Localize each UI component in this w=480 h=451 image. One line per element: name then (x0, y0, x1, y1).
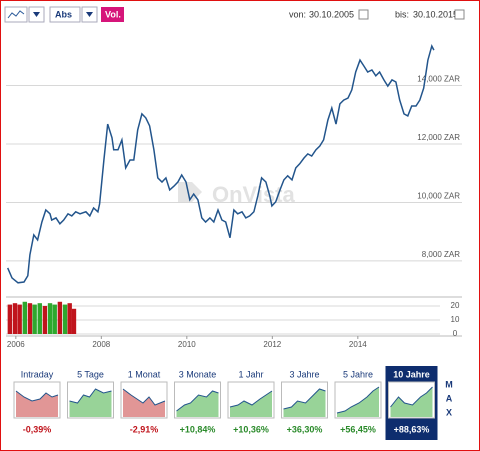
tab-label: 1 Monat (128, 369, 161, 379)
volume-bar (71, 308, 77, 334)
x-tick-label: 2010 (178, 340, 196, 349)
to-date: 30.10.2015 (413, 9, 458, 19)
thumbnail-line (336, 386, 380, 414)
calendar-icon[interactable] (454, 9, 465, 20)
y-tick-label: 14,000 ZAR (417, 75, 460, 84)
tab-label: 5 Jahre (343, 369, 373, 379)
thumbnail-line (122, 388, 166, 406)
max-letter[interactable]: A (446, 393, 453, 403)
y-tick-label: 20 (451, 301, 460, 310)
volume-bar (27, 303, 33, 334)
thumbnail-area (390, 387, 433, 417)
scale-label: Abs (55, 9, 72, 19)
calendar-icon[interactable] (358, 9, 369, 20)
tab-label: 10 Jahre (393, 369, 430, 379)
volume-bar (37, 303, 42, 334)
max-letter[interactable]: X (446, 407, 452, 417)
chart-type-button[interactable] (4, 6, 28, 23)
volume-bar (67, 303, 72, 334)
volume-bar (7, 304, 13, 334)
thumbnail-area (123, 389, 165, 417)
thumbnail-line (283, 388, 326, 410)
thumbnail-area (16, 391, 58, 417)
to-label: bis: (395, 9, 409, 19)
volume-bar (32, 304, 37, 334)
volume-button[interactable] (101, 7, 124, 22)
thumbnail-line (176, 390, 219, 412)
x-tick-label: 2012 (263, 340, 281, 349)
line-icon (7, 10, 25, 19)
thumbnail-line (15, 390, 59, 402)
tab-change: -0,39% (23, 424, 52, 434)
tab-change: +88,63% (394, 424, 430, 434)
thumbnail-line (229, 390, 273, 408)
scale-box[interactable] (49, 6, 81, 23)
volume-bar (22, 301, 28, 334)
volume-bar (57, 301, 63, 334)
from-label: von: (289, 9, 306, 19)
x-tick-label: 2006 (7, 340, 25, 349)
price-line (7, 43, 435, 284)
watermark: OnVista (212, 182, 296, 207)
tab-change: +56,45% (340, 424, 376, 434)
volume-bar (17, 304, 22, 334)
volume-label: Vol. (105, 9, 121, 19)
tab-change: -2,91% (130, 424, 159, 434)
tab-label: 1 Jahr (238, 369, 263, 379)
y-tick-label: 10,000 ZAR (417, 192, 460, 201)
tab-label: 3 Jahre (289, 369, 319, 379)
thumbnail-area (69, 389, 112, 417)
thumbnail-line (390, 386, 433, 408)
y-tick-label: 10 (451, 315, 460, 324)
volume-bar (62, 304, 68, 334)
thumbnail-line (69, 388, 112, 404)
arrow (33, 12, 40, 17)
tab-change: +10,36% (233, 424, 269, 434)
tab-change: +36,30% (287, 424, 323, 434)
y-tick-label: 0 (453, 329, 458, 338)
tab-label: Intraday (21, 369, 54, 379)
tabs: Intraday -0,39% 5 Tage 1 Monat -2,91% 3 Monat… (13, 366, 453, 440)
x-tick-label: 2014 (349, 340, 367, 349)
tab-change: +10,84% (180, 424, 216, 434)
toolbar: Abs Vol. von: 30.10.2005 bis: 30.10.2015 (4, 6, 465, 23)
volume-bar (47, 303, 53, 334)
volume-bar (42, 305, 48, 334)
x-tick-label: 2008 (92, 340, 110, 349)
volume-bar (12, 303, 18, 334)
thumbnail-area (230, 391, 272, 417)
y-tick-label: 8,000 ZAR (422, 250, 460, 259)
max-letter[interactable]: M (445, 379, 453, 389)
tab-label: 3 Monate (179, 369, 217, 379)
volume-bar (52, 304, 57, 334)
tab-label: 5 Tage (77, 369, 104, 379)
from-date: 30.10.2005 (309, 9, 354, 19)
arrow (86, 12, 93, 17)
y-tick-label: 12,000 ZAR (417, 133, 460, 142)
thumbnail-area (176, 391, 219, 417)
